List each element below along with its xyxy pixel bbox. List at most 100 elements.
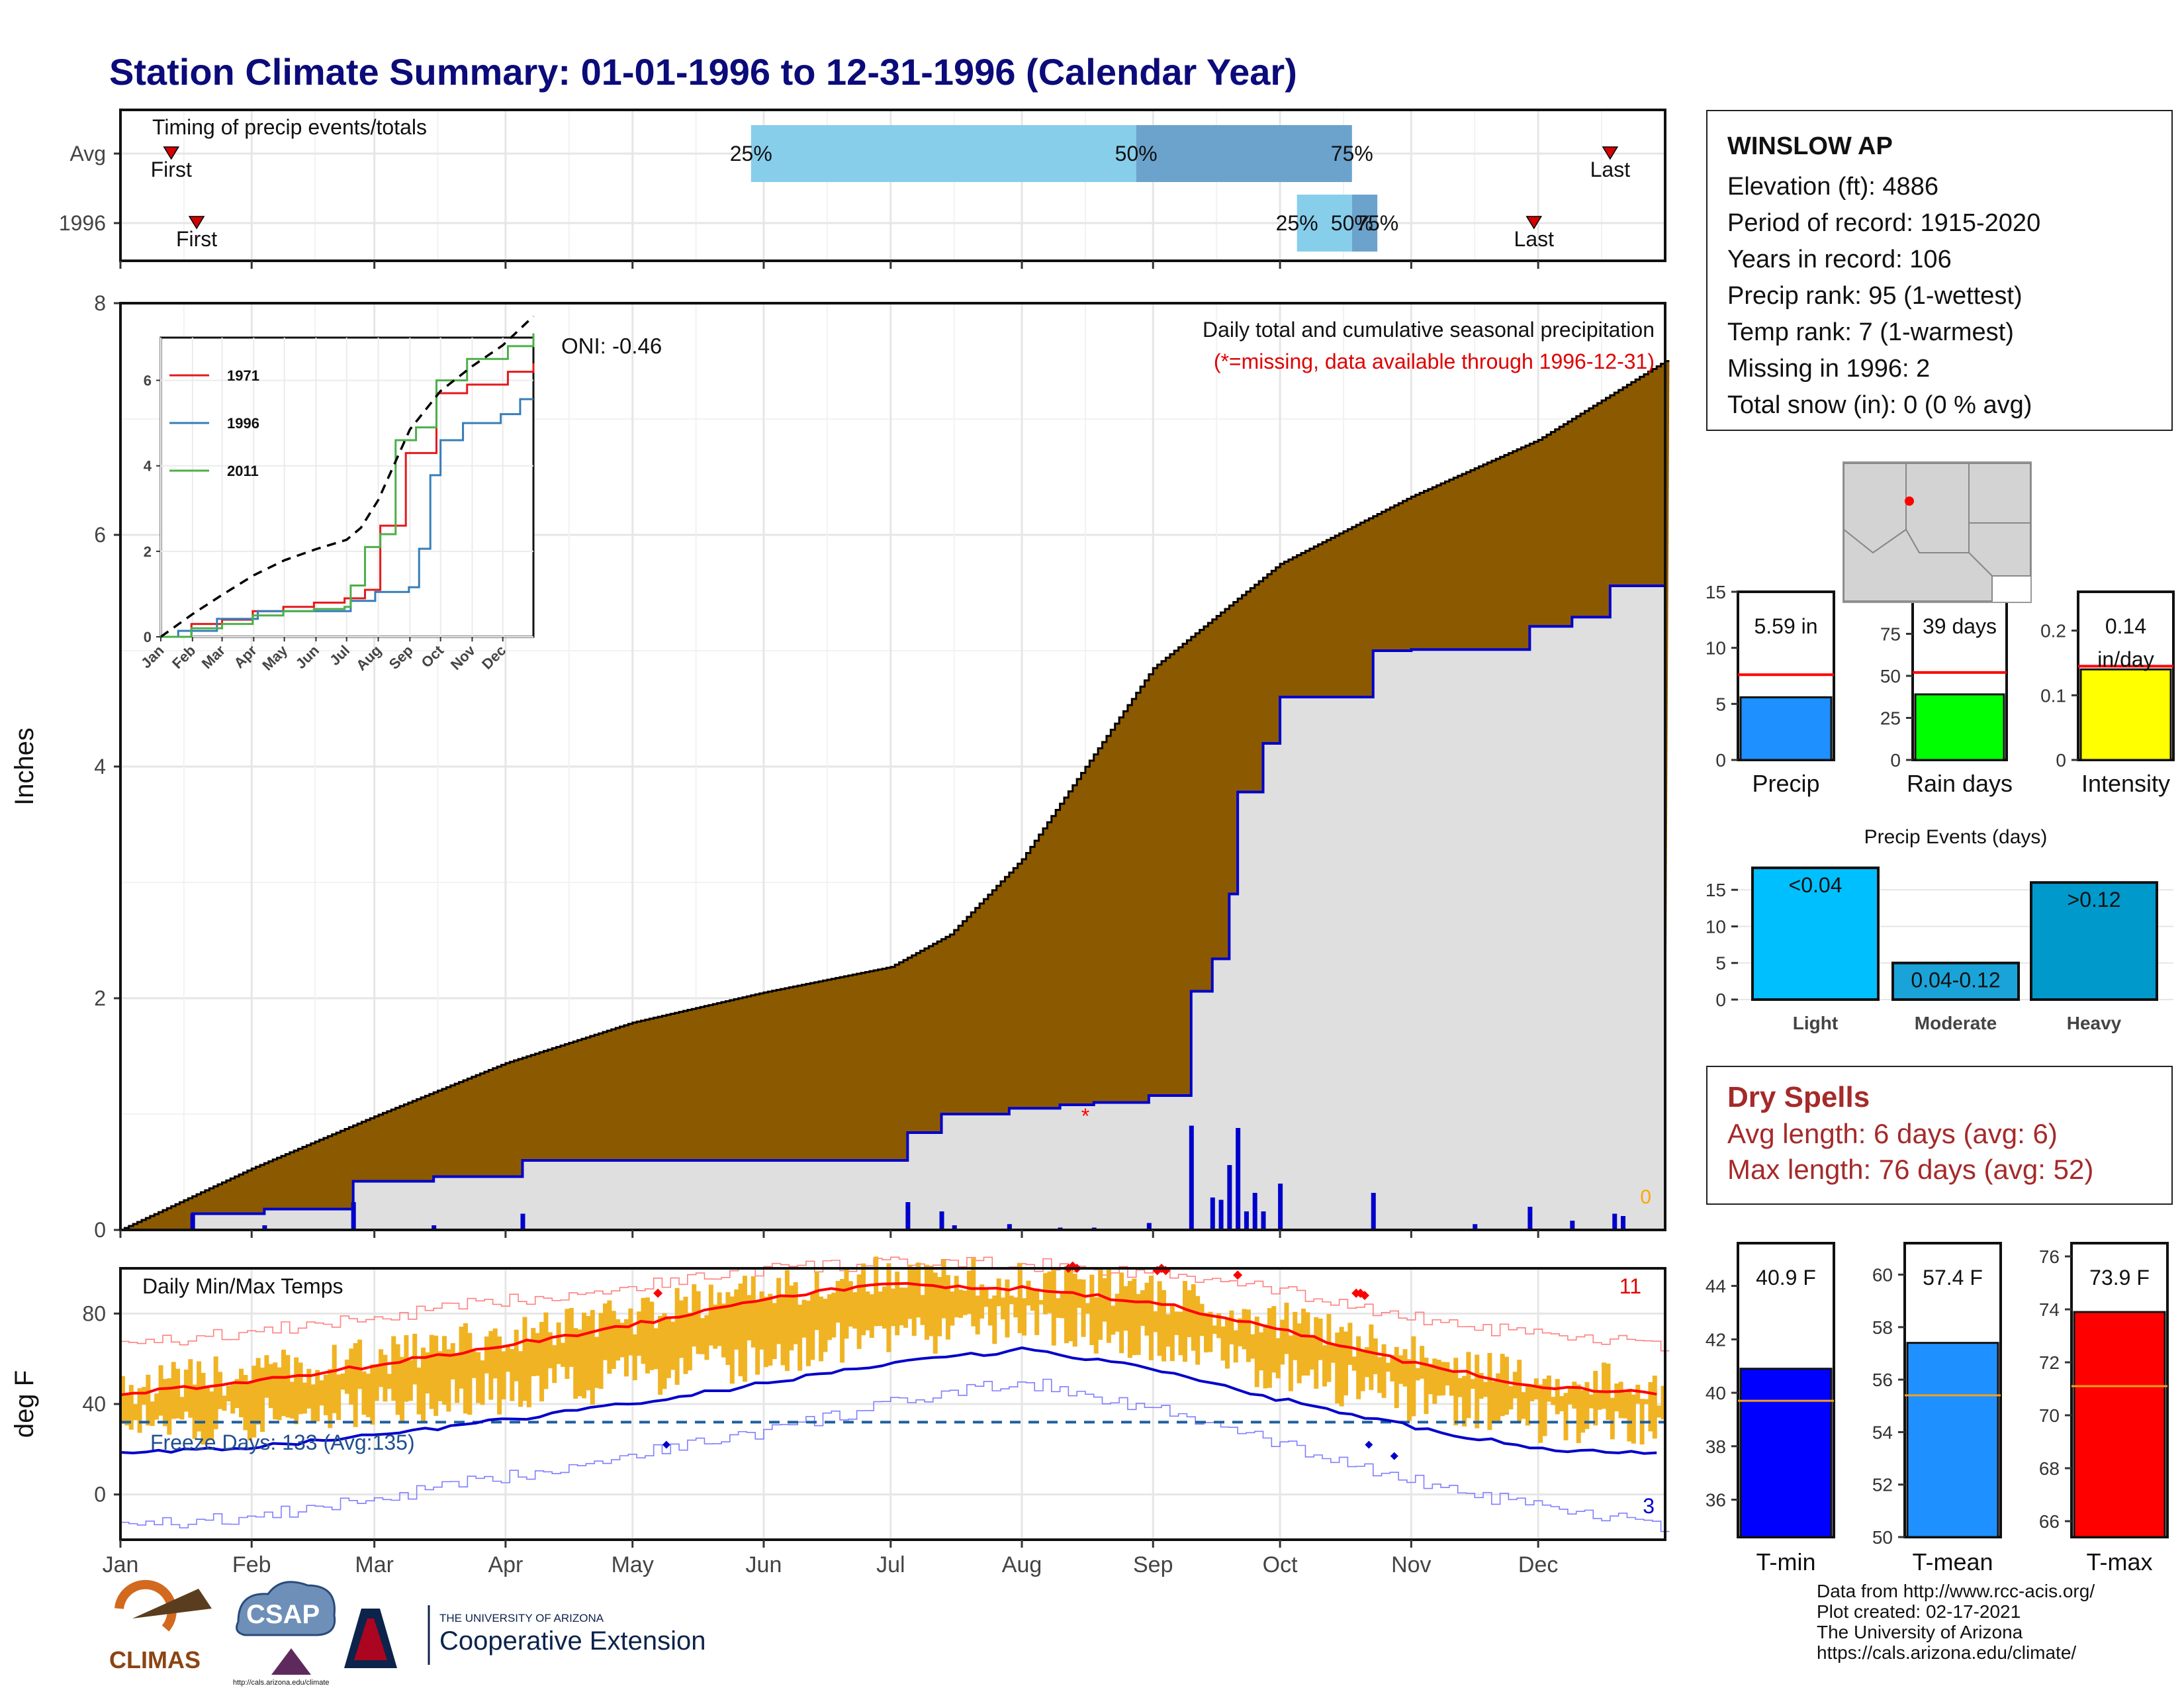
daily-temp-bar (1466, 1352, 1471, 1419)
daily-temp-bar (1123, 1286, 1128, 1331)
daily-temp-bar (167, 1378, 172, 1435)
daily-temp-bar (1297, 1323, 1302, 1383)
temps-y-tick: 40 (82, 1392, 106, 1416)
station-years: Years in record: 106 (1727, 246, 1952, 273)
record-high-marker (653, 1288, 663, 1298)
timing-marker (163, 146, 180, 160)
daily-temp-bar (983, 1289, 989, 1307)
daily-temp-bar (302, 1382, 307, 1414)
daily-temp-bar (1644, 1399, 1649, 1405)
daily-temp-bar (306, 1368, 312, 1409)
daily-temp-bar (1360, 1349, 1365, 1391)
daily-temp-bar (1351, 1356, 1357, 1371)
inset-y-tick: 2 (144, 543, 152, 560)
credit-line: The University of Arizona (1817, 1622, 2023, 1642)
tmean-bar (1906, 1342, 1999, 1538)
daily-temp-bar (1098, 1270, 1103, 1340)
daily-temp-bar (531, 1328, 536, 1376)
precip-y-tick: 8 (94, 291, 106, 315)
daily-temp-bar (874, 1256, 879, 1327)
missing-count: 0 (1640, 1186, 1651, 1208)
quartile-label: 75% (1331, 142, 1373, 165)
daily-temp-bar (1593, 1370, 1598, 1426)
month-label: Sep (1133, 1552, 1173, 1577)
daily-temp-bar (357, 1339, 363, 1389)
daily-temp-bar (632, 1334, 637, 1381)
tmean-y-tick: 60 (1872, 1265, 1893, 1286)
precip-events-panel: Precip Events (days) 0 5 10 15 <0.04 Light 0.04… (1706, 826, 2173, 1033)
daily-temp-bar (383, 1354, 388, 1402)
daily-temp-bar (1661, 1385, 1666, 1420)
quartile-label: 25% (1276, 211, 1318, 235)
daily-temp-bar (1043, 1273, 1048, 1315)
daily-temp-bar (869, 1294, 874, 1338)
daily-temp-bar (1089, 1274, 1095, 1346)
daily-temp-bar (273, 1362, 278, 1420)
daily-temp-bar (416, 1367, 422, 1415)
csap-logo: CSAP http://cals.arizona.edu/climate (233, 1581, 336, 1687)
month-label: Jun (746, 1552, 782, 1577)
daily-temp-bar (522, 1317, 527, 1401)
daily-temp-bar (1381, 1344, 1387, 1398)
inset-y-tick: 4 (144, 458, 152, 475)
intensity-y-tick: 0 (2056, 750, 2066, 771)
daily-precip-bar (1244, 1211, 1249, 1230)
timing-title: Timing of precip events/totals (152, 115, 427, 139)
daily-temp-bar (987, 1298, 993, 1326)
daily-temp-bar (1267, 1308, 1272, 1388)
month-label: Aug (1002, 1552, 1042, 1577)
tmin-y-tick: 38 (1706, 1436, 1726, 1457)
daily-temp-bar (1115, 1293, 1120, 1332)
daily-temp-bar (823, 1299, 828, 1352)
daily-temp-bar (1136, 1293, 1141, 1355)
ua-logo: THE UNIVERSITY OF ARIZONA Cooperative Ex… (344, 1605, 705, 1668)
daily-precip-bar (1210, 1197, 1215, 1230)
intensity-y-tick: 0.1 (2040, 685, 2066, 706)
daily-temp-bar (425, 1352, 430, 1394)
daily-temp-bar (704, 1315, 709, 1360)
record-low-marker (662, 1440, 670, 1449)
credit-line: Data from http://www.rcc-acis.org/ (1817, 1581, 2095, 1601)
year-cumulative-area (120, 586, 1665, 1230)
daily-temp-bar (1614, 1383, 1619, 1412)
daily-temp-bar (840, 1279, 845, 1363)
daily-temp-bar (784, 1270, 790, 1372)
daily-temp-bar (848, 1281, 853, 1327)
events-bar (2030, 881, 2158, 1001)
tmean-y-tick: 52 (1872, 1475, 1893, 1495)
daily-temp-bar (805, 1300, 811, 1366)
daily-precip-bar (432, 1225, 437, 1230)
timing-marker (1602, 146, 1619, 160)
daily-temp-bar (1377, 1357, 1383, 1393)
daily-temp-bar (903, 1288, 908, 1328)
station-name: WINSLOW AP (1727, 132, 1893, 160)
daily-temp-bar (1191, 1284, 1196, 1351)
daily-temp-bar (340, 1373, 345, 1390)
daily-temp-bar (1406, 1359, 1412, 1421)
tmean-y-tick: 54 (1872, 1422, 1893, 1442)
daily-temp-bar (441, 1336, 447, 1405)
daily-temp-bar (433, 1335, 439, 1416)
tmin-y-tick: 42 (1706, 1329, 1726, 1350)
precip-y-axis-title: Inches (10, 727, 39, 806)
daily-temp-bar (742, 1276, 747, 1382)
daily-temp-bar (861, 1263, 866, 1336)
tmean-y-tick: 56 (1872, 1370, 1893, 1390)
daily-precip-bar (1261, 1211, 1266, 1230)
daily-temp-bar (1449, 1372, 1454, 1396)
daily-temp-bar (619, 1323, 625, 1358)
dry-spells-max: Max length: 76 days (avg: 52) (1727, 1154, 2094, 1185)
tmax-y-tick: 66 (2039, 1511, 2060, 1532)
daily-temp-bar (1212, 1325, 1217, 1335)
daily-temp-bar (471, 1351, 477, 1378)
rain-days-axis-label: Rain days (1907, 770, 2013, 797)
tmean-axis-label: T-mean (1912, 1548, 1993, 1575)
quartile-bar-upper (1351, 195, 1378, 252)
daily-precip-bar (1570, 1221, 1575, 1230)
record-low-count: 3 (1643, 1494, 1655, 1518)
precip-total-y-tick: 10 (1706, 638, 1726, 659)
intensity-value-label: 0.14 (2105, 614, 2146, 638)
daily-temp-bar (1627, 1389, 1632, 1442)
tmax-y-tick: 70 (2039, 1405, 2060, 1426)
